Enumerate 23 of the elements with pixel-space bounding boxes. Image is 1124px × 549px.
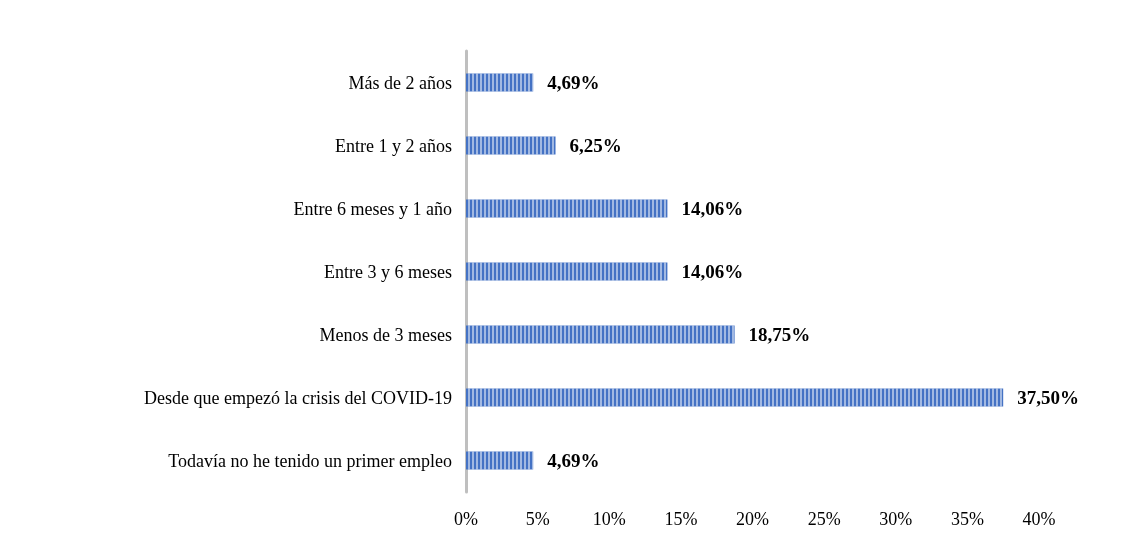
x-tick-label: 10% xyxy=(592,509,626,529)
x-tick-label: 20% xyxy=(736,509,769,529)
x-tick-label: 5% xyxy=(525,509,550,529)
x-tick-label: 15% xyxy=(664,509,698,529)
y-tick-label: Entre 3 y 6 meses xyxy=(324,261,452,282)
y-tick-label: Menos de 3 meses xyxy=(319,324,452,345)
data-label: 14,06% xyxy=(681,261,744,282)
x-tick-label: 35% xyxy=(950,509,984,529)
x-tick-label: 0% xyxy=(454,509,478,529)
y-tick-label: Entre 1 y 2 años xyxy=(335,135,452,156)
x-tick-label: 30% xyxy=(879,509,913,529)
data-label: 14,06% xyxy=(681,198,744,219)
y-tick-label: Más de 2 años xyxy=(348,72,452,93)
x-tick-label: 25% xyxy=(807,509,841,529)
data-label: 6,25% xyxy=(569,135,622,156)
data-label: 37,50% xyxy=(1017,387,1079,408)
x-tick-label: 40% xyxy=(1022,509,1056,529)
data-label: 4,69% xyxy=(547,72,600,93)
y-tick-label: Entre 6 meses y 1 año xyxy=(293,198,452,219)
data-label: 4,69% xyxy=(547,450,600,471)
y-tick-label: Desde que empezó la crisis del COVID-19 xyxy=(144,387,452,408)
data-label: 18,75% xyxy=(748,324,811,345)
y-tick-label: Todavía no he tenido un primer empleo xyxy=(168,450,452,471)
